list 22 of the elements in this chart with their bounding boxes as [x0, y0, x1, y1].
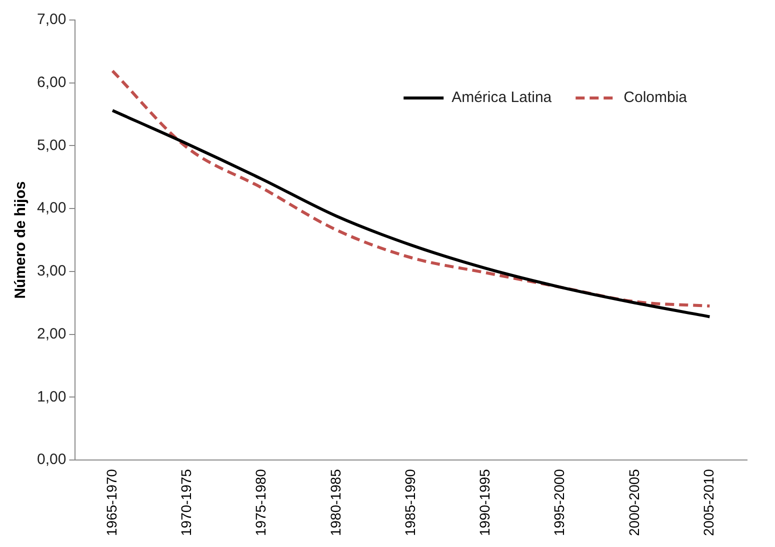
y-tick-label: 2,00 — [36, 325, 66, 342]
y-tick-label: 7,00 — [36, 11, 66, 28]
x-tick-label: 1965-1970 — [103, 468, 120, 536]
y-tick-label: 6,00 — [36, 74, 66, 92]
y-tick-label: 3,00 — [36, 262, 66, 280]
y-tick-label: 5,00 — [36, 136, 66, 154]
x-tick-label: 1980-1985 — [327, 468, 344, 536]
y-tick-label: 1,00 — [36, 388, 66, 406]
y-tick-label: 4,00 — [36, 200, 66, 217]
x-tick-label: 1985-1990 — [402, 468, 418, 536]
x-tick-label: 2000-2005 — [626, 468, 642, 536]
y-tick-label: 0,00 — [36, 451, 66, 468]
legend-label: Colombia — [624, 89, 688, 106]
x-tick-label: 1995-2000 — [551, 468, 568, 536]
x-tick-label: 1975-1980 — [252, 468, 269, 536]
x-tick-label: 1990-1995 — [476, 468, 493, 536]
x-tick-label: 2005-2010 — [700, 468, 717, 536]
line-series — [111, 109, 712, 318]
x-tick-label: 1970-1975 — [178, 468, 194, 536]
legend-label: América Latina — [452, 89, 552, 106]
line-series — [111, 69, 712, 308]
y-axis-title: Número de hijos — [12, 181, 30, 299]
